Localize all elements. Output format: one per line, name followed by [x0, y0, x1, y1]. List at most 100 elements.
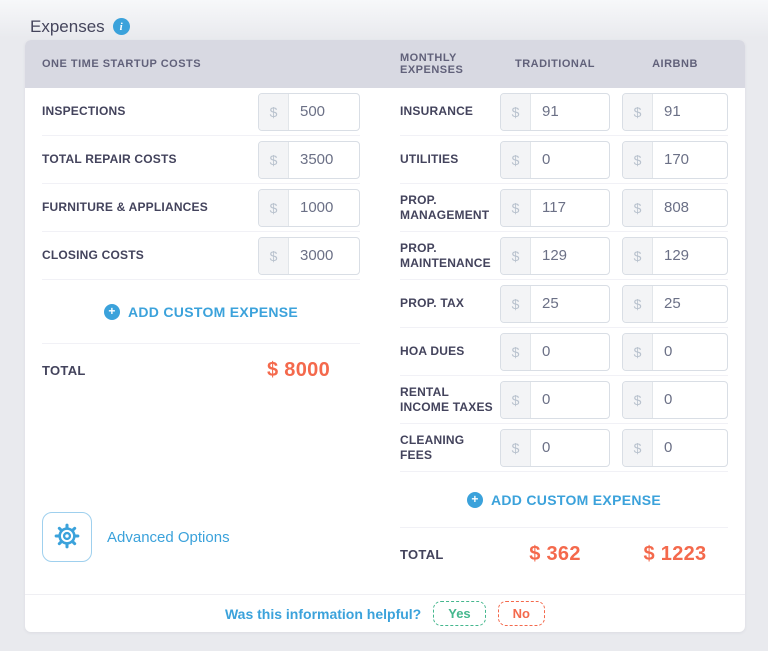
dollar-prefix-icon: $ — [623, 93, 653, 130]
closing-costs-label: CLOSING COSTS — [42, 248, 144, 263]
feedback-yes-button[interactable]: Yes — [433, 601, 486, 626]
card-body: INSPECTIONS $ TOTAL REPAIR COSTS $ FURNI… — [25, 88, 745, 594]
monthly-total-row: TOTAL $ 362 $ 1223 — [400, 528, 728, 580]
prop-tax-label: PROP. TAX — [400, 296, 465, 311]
feedback-bar: Was this information helpful? Yes No — [25, 594, 745, 632]
advanced-options: Advanced Options — [42, 512, 360, 562]
hoa-dues-traditional-input[interactable] — [531, 333, 609, 370]
row-closing-costs: CLOSING COSTS $ — [42, 232, 360, 280]
prop-management-airbnb-input[interactable] — [653, 189, 727, 226]
cleaning-fees-airbnb-input[interactable] — [653, 429, 727, 466]
furniture-appliances-input[interactable] — [289, 189, 359, 226]
prop-maintenance-traditional-input-group: $ — [500, 236, 610, 275]
startup-add-custom-expense-button[interactable]: + ADD CUSTOM EXPENSE — [42, 280, 360, 344]
traditional-column-header: TRADITIONAL — [514, 58, 596, 70]
inspections-label: INSPECTIONS — [42, 104, 126, 119]
prop-management-label: PROP. MANAGEMENT — [400, 193, 490, 222]
monthly-total-traditional: $ 362 — [529, 542, 581, 565]
gear-icon — [53, 522, 81, 553]
monthly-add-custom-expense-button[interactable]: + ADD CUSTOM EXPENSE — [400, 472, 728, 528]
prop-maintenance-traditional-input[interactable] — [531, 237, 609, 274]
page-header: Expenses i — [0, 0, 768, 40]
advanced-options-button[interactable] — [42, 512, 92, 562]
info-icon[interactable]: i — [112, 18, 130, 35]
rental-income-taxes-traditional-input-group: $ — [500, 380, 610, 419]
plus-icon: + — [466, 491, 483, 508]
startup-total-label: TOTAL — [42, 362, 86, 378]
utilities-airbnb-input-group: $ — [622, 140, 728, 179]
inspections-input[interactable] — [289, 93, 359, 130]
prop-tax-traditional-input[interactable] — [531, 285, 609, 322]
dollar-prefix-icon: $ — [623, 141, 653, 178]
page-title: Expenses — [30, 16, 105, 36]
dollar-prefix-icon: $ — [501, 93, 531, 130]
row-furniture-appliances: FURNITURE & APPLIANCES $ — [42, 184, 360, 232]
feedback-no-button[interactable]: No — [497, 601, 546, 626]
dollar-prefix-icon: $ — [501, 189, 531, 226]
prop-maintenance-label: PROP. MAINTENANCE — [400, 241, 491, 270]
utilities-traditional-input[interactable] — [531, 141, 609, 178]
monthly-total-label: TOTAL — [400, 546, 444, 562]
startup-total-row: TOTAL $ 8000 — [42, 344, 360, 396]
insurance-airbnb-input-group: $ — [622, 92, 728, 131]
dollar-prefix-icon: $ — [623, 429, 653, 466]
rental-income-taxes-label: RENTAL INCOME TAXES — [400, 385, 493, 414]
total-repair-costs-input[interactable] — [289, 141, 359, 178]
dollar-prefix-icon: $ — [259, 141, 289, 178]
hoa-dues-airbnb-input-group: $ — [622, 332, 728, 371]
cleaning-fees-traditional-input[interactable] — [531, 429, 609, 466]
insurance-airbnb-input[interactable] — [653, 93, 727, 130]
monthly-expenses-section: INSURANCE $ $ UTILITIES $ $ — [380, 88, 745, 594]
advanced-options-link[interactable]: Advanced Options — [107, 528, 230, 546]
expenses-card: ONE TIME STARTUP COSTS MONTHLY EXPENSES … — [25, 40, 745, 632]
row-rental-income-taxes: RENTAL INCOME TAXES $ $ — [400, 376, 728, 424]
dollar-prefix-icon: $ — [259, 189, 289, 226]
cleaning-fees-airbnb-input-group: $ — [622, 428, 728, 467]
prop-tax-airbnb-input[interactable] — [653, 285, 727, 322]
startup-costs-section: INSPECTIONS $ TOTAL REPAIR COSTS $ FURNI… — [25, 88, 380, 594]
plus-icon: + — [103, 303, 120, 320]
dollar-prefix-icon: $ — [623, 189, 653, 226]
prop-management-traditional-input-group: $ — [500, 188, 610, 227]
dollar-prefix-icon: $ — [501, 141, 531, 178]
row-inspections: INSPECTIONS $ — [42, 88, 360, 136]
row-utilities: UTILITIES $ $ — [400, 136, 728, 184]
closing-costs-input[interactable] — [289, 237, 359, 274]
row-prop-maintenance: PROP. MAINTENANCE $ $ — [400, 232, 728, 280]
dollar-prefix-icon: $ — [623, 381, 653, 418]
startup-costs-column-header: ONE TIME STARTUP COSTS — [42, 58, 202, 70]
insurance-traditional-input-group: $ — [500, 92, 610, 131]
row-hoa-dues: HOA DUES $ $ — [400, 328, 728, 376]
dollar-prefix-icon: $ — [501, 285, 531, 322]
feedback-question: Was this information helpful? — [224, 605, 422, 622]
prop-maintenance-airbnb-input-group: $ — [622, 236, 728, 275]
hoa-dues-traditional-input-group: $ — [500, 332, 610, 371]
dollar-prefix-icon: $ — [501, 237, 531, 274]
utilities-traditional-input-group: $ — [500, 140, 610, 179]
prop-tax-traditional-input-group: $ — [500, 284, 610, 323]
monthly-expenses-column-header: MONTHLY EXPENSES — [400, 52, 464, 76]
closing-costs-input-group: $ — [258, 236, 360, 275]
hoa-dues-airbnb-input[interactable] — [653, 333, 727, 370]
rental-income-taxes-airbnb-input-group: $ — [622, 380, 728, 419]
rental-income-taxes-airbnb-input[interactable] — [653, 381, 727, 418]
insurance-label: INSURANCE — [400, 104, 474, 119]
insurance-traditional-input[interactable] — [531, 93, 609, 130]
dollar-prefix-icon: $ — [501, 381, 531, 418]
row-total-repair-costs: TOTAL REPAIR COSTS $ — [42, 136, 360, 184]
prop-maintenance-airbnb-input[interactable] — [653, 237, 727, 274]
prop-management-traditional-input[interactable] — [531, 189, 609, 226]
table-header-band: ONE TIME STARTUP COSTS MONTHLY EXPENSES … — [25, 40, 745, 88]
dollar-prefix-icon: $ — [501, 333, 531, 370]
dollar-prefix-icon: $ — [501, 429, 531, 466]
total-repair-costs-label: TOTAL REPAIR COSTS — [42, 152, 177, 167]
startup-add-custom-expense-label: ADD CUSTOM EXPENSE — [127, 303, 299, 320]
dollar-prefix-icon: $ — [623, 333, 653, 370]
monthly-add-custom-expense-label: ADD CUSTOM EXPENSE — [490, 491, 662, 508]
inspections-input-group: $ — [258, 92, 360, 131]
rental-income-taxes-traditional-input[interactable] — [531, 381, 609, 418]
row-prop-tax: PROP. TAX $ $ — [400, 280, 728, 328]
utilities-airbnb-input[interactable] — [653, 141, 727, 178]
furniture-appliances-label: FURNITURE & APPLIANCES — [42, 200, 208, 215]
row-prop-management: PROP. MANAGEMENT $ $ — [400, 184, 728, 232]
